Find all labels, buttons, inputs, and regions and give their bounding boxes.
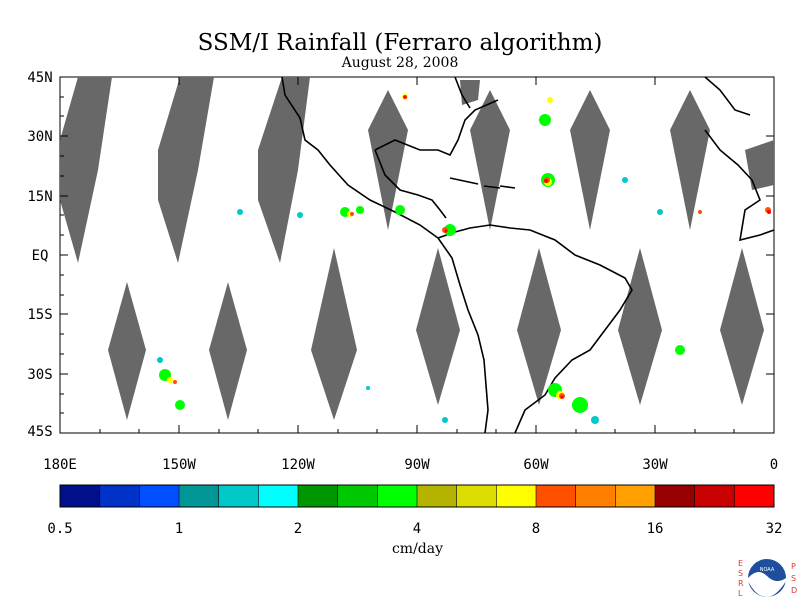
lat-label-45s: 45S xyxy=(27,424,52,440)
lat-label-30n: 30N xyxy=(27,129,52,145)
colorbar-segment xyxy=(417,485,457,507)
colorbar-units: cm/day xyxy=(391,541,444,557)
colorbar-segment xyxy=(139,485,179,507)
lon-label-60w: 60W xyxy=(523,457,549,473)
colorbar-label-0-5: 0.5 xyxy=(47,521,72,537)
lon-labels: 180E 150W 120W 90W 60W 30W 0 xyxy=(43,457,778,473)
lon-label-90w: 90W xyxy=(404,457,430,473)
lat-labels: 45N 30N 15N EQ 15S 30S 45S xyxy=(27,70,52,440)
colorbar-label-16: 16 xyxy=(647,521,664,537)
colorbar-segment xyxy=(377,485,417,507)
map-title: SSM/I Rainfall (Ferraro algorithm) xyxy=(197,30,603,56)
logo-letter-s2: S xyxy=(791,574,796,583)
colorbar-label-1: 1 xyxy=(175,521,183,537)
lon-label-120w: 120W xyxy=(281,457,315,473)
colorbar xyxy=(59,484,775,508)
logo-letter-l: L xyxy=(738,589,743,598)
lat-label-45n: 45N xyxy=(27,70,52,86)
colorbar-label-32: 32 xyxy=(766,521,783,537)
colorbar-segment xyxy=(456,485,497,507)
noaa-logo: E S R L NOAA P S D xyxy=(738,559,797,598)
rainfall-clusters xyxy=(157,94,771,424)
colorbar-label-4: 4 xyxy=(413,521,421,537)
colorbar-segment xyxy=(615,485,655,507)
colorbar-segment xyxy=(298,485,338,507)
logo-letter-e: E xyxy=(738,559,743,568)
colorbar-segment xyxy=(60,485,100,507)
map-date: August 28, 2008 xyxy=(341,55,459,71)
colorbar-labels: 0.5 1 2 4 8 16 32 xyxy=(47,521,782,537)
lat-ticks xyxy=(60,76,774,434)
lat-label-eq: EQ xyxy=(32,248,49,264)
colorbar-label-2: 2 xyxy=(294,521,302,537)
noaa-name: NOAA xyxy=(760,567,775,573)
colorbar-segment xyxy=(734,485,774,507)
colorbar-segment xyxy=(575,485,616,507)
logo-letter-d: D xyxy=(791,586,797,595)
colorbar-segment xyxy=(536,485,576,507)
colorbar-segment xyxy=(694,485,735,507)
colorbar-segment xyxy=(99,485,140,507)
lon-label-150w: 150W xyxy=(162,457,196,473)
colorbar-segment xyxy=(218,485,259,507)
colorbar-segment xyxy=(258,485,298,507)
lat-label-15n: 15N xyxy=(27,189,52,205)
colorbar-segment xyxy=(337,485,378,507)
lon-label-0: 0 xyxy=(770,457,778,473)
missing-data-swaths xyxy=(60,77,774,420)
logo-letter-p: P xyxy=(791,562,796,571)
noaa-bird xyxy=(748,571,786,597)
lat-label-15s: 15S xyxy=(27,307,52,323)
logo-letter-s: S xyxy=(738,569,743,578)
colorbar-segment xyxy=(496,485,536,507)
logo-letter-r: R xyxy=(738,579,744,588)
colorbar-label-8: 8 xyxy=(532,521,540,537)
lat-label-30s: 30S xyxy=(27,367,52,383)
colorbar-segment xyxy=(655,485,695,507)
coastlines xyxy=(281,76,775,434)
colorbar-segment xyxy=(179,485,219,507)
lon-label-30w: 30W xyxy=(642,457,668,473)
lon-ticks xyxy=(59,77,775,433)
lon-label-180e: 180E xyxy=(43,457,77,473)
